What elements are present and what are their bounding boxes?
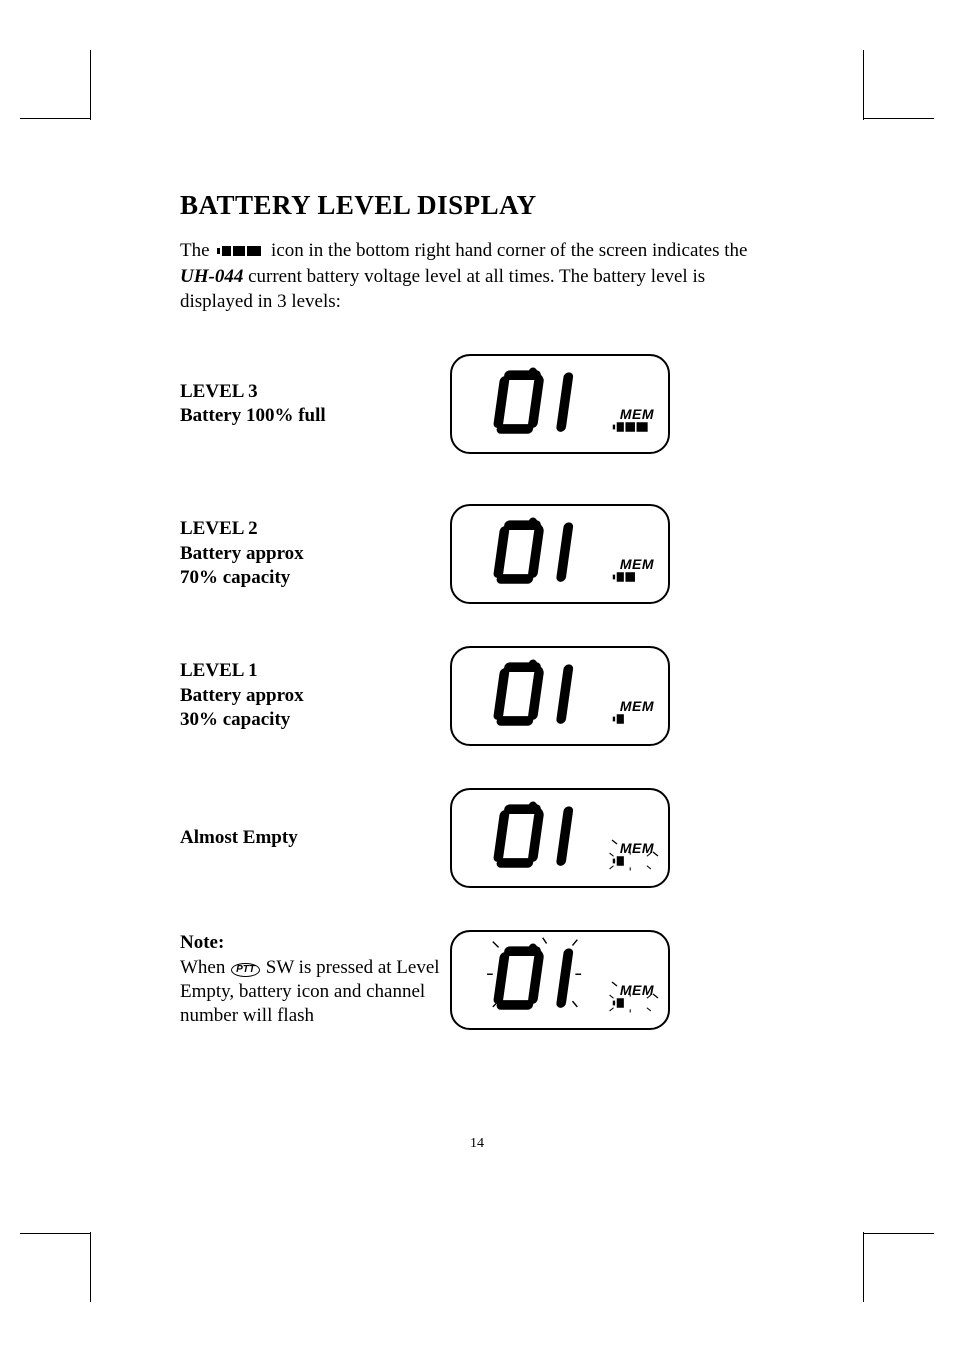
lcd-frame: MEM (450, 930, 670, 1030)
note-text: Note: When PTT SW is pressed at Level Em… (180, 931, 440, 1028)
battery-indicator-icon (608, 567, 654, 592)
lcd-frame: MEM (450, 354, 670, 454)
lcd-display: MEM (450, 646, 670, 746)
ptt-icon: PTT (231, 963, 260, 977)
level-label: LEVEL 3Battery 100% full (180, 380, 440, 429)
intro-paragraph: The icon in the bottom right hand corner… (180, 239, 760, 314)
page-title: BATTERY LEVEL DISPLAY (180, 190, 760, 221)
level-row: Almost Empty MEM (180, 788, 760, 888)
level-row: LEVEL 2Battery approx70% capacity MEM (180, 504, 760, 604)
battery-icon (217, 241, 263, 265)
level-label: LEVEL 2Battery approx70% capacity (180, 517, 440, 590)
lcd-display: MEM (450, 504, 670, 604)
intro-post: current battery voltage level at all tim… (180, 266, 705, 311)
page-number: 14 (0, 1136, 954, 1152)
lcd-frame: MEM (450, 504, 670, 604)
level-row: LEVEL 1Battery approx30% capacity MEM (180, 646, 760, 746)
lcd-frame: MEM (450, 646, 670, 746)
battery-indicator-icon (608, 993, 654, 1018)
lcd-display: MEM (450, 788, 670, 888)
lcd-display: MEM (450, 354, 670, 454)
battery-indicator-icon (608, 417, 654, 442)
note-row: Note: When PTT SW is pressed at Level Em… (180, 930, 760, 1030)
level-label: Almost Empty (180, 826, 440, 850)
intro-pre: The (180, 240, 214, 261)
level-label: LEVEL 1Battery approx30% capacity (180, 659, 440, 732)
lcd-display: MEM (450, 930, 670, 1030)
level-row: LEVEL 3Battery 100% full MEM (180, 354, 760, 454)
battery-indicator-icon (608, 709, 654, 734)
model-name: UH-044 (180, 266, 243, 287)
lcd-frame: MEM (450, 788, 670, 888)
intro-mid: icon in the bottom right hand corner of … (271, 240, 747, 261)
battery-indicator-icon (608, 851, 654, 876)
